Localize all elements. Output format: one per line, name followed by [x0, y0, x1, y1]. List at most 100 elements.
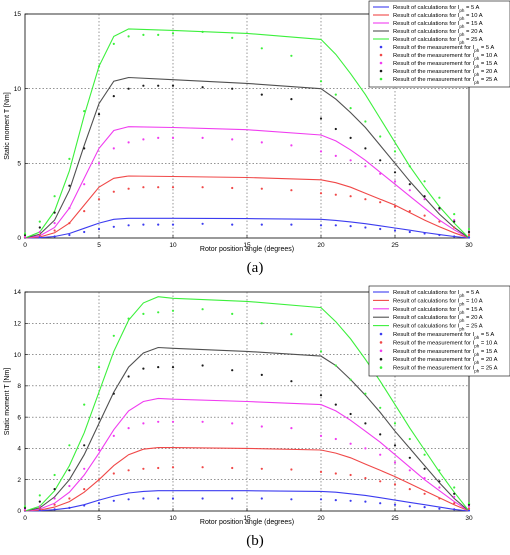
- data-point: [127, 35, 130, 38]
- data-point: [334, 403, 337, 406]
- legend-point-swatch: [379, 61, 383, 65]
- data-point: [334, 364, 337, 367]
- series-line-0: [24, 217, 470, 239]
- data-point: [112, 392, 115, 395]
- data-point: [171, 497, 175, 500]
- data-point: [53, 473, 56, 477]
- data-point: [38, 500, 41, 503]
- data-point: [364, 198, 367, 201]
- data-point: [438, 486, 441, 489]
- data-point: [438, 233, 441, 237]
- series-line-4: [24, 28, 470, 239]
- data-point: [112, 472, 115, 475]
- data-point: [260, 467, 263, 470]
- legend-point-swatch: [379, 332, 383, 336]
- data-point: [53, 235, 56, 238]
- data-point: [231, 186, 234, 190]
- x-tick-label: 25: [391, 242, 399, 249]
- data-point: [53, 488, 56, 491]
- data-point: [408, 488, 411, 491]
- data-point: [53, 508, 56, 511]
- series-points-6: [23, 466, 471, 512]
- data-point: [364, 500, 367, 503]
- data-point: [53, 211, 56, 214]
- data-point: [290, 54, 293, 57]
- data-point: [334, 193, 337, 196]
- data-point: [349, 412, 352, 416]
- series-points-7: [23, 136, 471, 238]
- data-point: [423, 467, 426, 470]
- y-tick-label: 5: [17, 161, 21, 168]
- data-point: [127, 317, 130, 320]
- data-point: [231, 87, 234, 90]
- data-point: [38, 233, 41, 237]
- data-point: [334, 224, 337, 227]
- data-point: [112, 42, 115, 46]
- data-point: [423, 198, 426, 201]
- data-point: [171, 366, 175, 369]
- data-point: [171, 32, 175, 35]
- data-point: [157, 466, 160, 470]
- data-point: [157, 136, 160, 139]
- data-point: [201, 30, 204, 33]
- data-point: [53, 222, 56, 225]
- data-point: [83, 183, 86, 186]
- data-point: [364, 147, 367, 150]
- data-point: [349, 136, 352, 139]
- data-point: [112, 499, 115, 502]
- data-point: [290, 144, 293, 147]
- data-point: [334, 437, 337, 441]
- series-line-3: [24, 346, 470, 512]
- data-point: [112, 190, 115, 193]
- data-point: [68, 444, 71, 447]
- data-point: [467, 233, 471, 237]
- data-point: [127, 187, 130, 190]
- data-point: [171, 84, 175, 87]
- legend-entry-label: Result of calculations for Iph = 25 A: [393, 324, 483, 332]
- data-point: [260, 223, 263, 226]
- data-point: [201, 497, 204, 500]
- data-point: [467, 507, 471, 510]
- data-point: [453, 213, 456, 216]
- panel-label-a: (a): [247, 260, 264, 276]
- data-point: [319, 434, 323, 437]
- series-line-4: [24, 296, 470, 512]
- data-point: [379, 227, 382, 231]
- data-point: [83, 147, 86, 150]
- x-tick-label: 20: [317, 242, 325, 249]
- data-point: [83, 210, 86, 213]
- legend-entry-label: Result of calculations for Iph = 15 A: [393, 21, 483, 29]
- data-point: [68, 157, 71, 160]
- y-tick-label: 10: [14, 86, 22, 93]
- data-point: [97, 502, 101, 505]
- legend-entry-label: Result of the measurement for Iph = 5 A: [393, 332, 494, 340]
- data-point: [423, 492, 426, 495]
- series-points-6: [23, 186, 471, 239]
- data-point: [438, 469, 441, 472]
- legend-point-swatch: [379, 349, 383, 353]
- data-point: [438, 207, 441, 210]
- data-point: [290, 333, 293, 336]
- data-point: [290, 498, 293, 501]
- data-point: [231, 138, 234, 141]
- legend-point-swatch: [379, 69, 383, 73]
- data-point: [23, 505, 27, 508]
- data-point: [408, 189, 411, 192]
- data-point: [319, 350, 323, 353]
- data-point: [201, 420, 204, 423]
- data-point: [453, 220, 456, 223]
- data-point: [467, 230, 471, 234]
- x-tick-label: 25: [391, 515, 399, 522]
- y-axis-label: Static moment T [Nm]: [4, 92, 11, 159]
- data-point: [408, 183, 411, 186]
- data-point: [53, 503, 56, 506]
- data-point: [171, 420, 175, 423]
- legend-box: [368, 0, 510, 88]
- data-point: [260, 497, 263, 500]
- y-tick-label: 14: [14, 289, 22, 296]
- data-point: [379, 433, 382, 436]
- data-point: [364, 165, 367, 168]
- data-point: [467, 505, 471, 508]
- data-point: [453, 495, 456, 498]
- data-point: [171, 136, 175, 139]
